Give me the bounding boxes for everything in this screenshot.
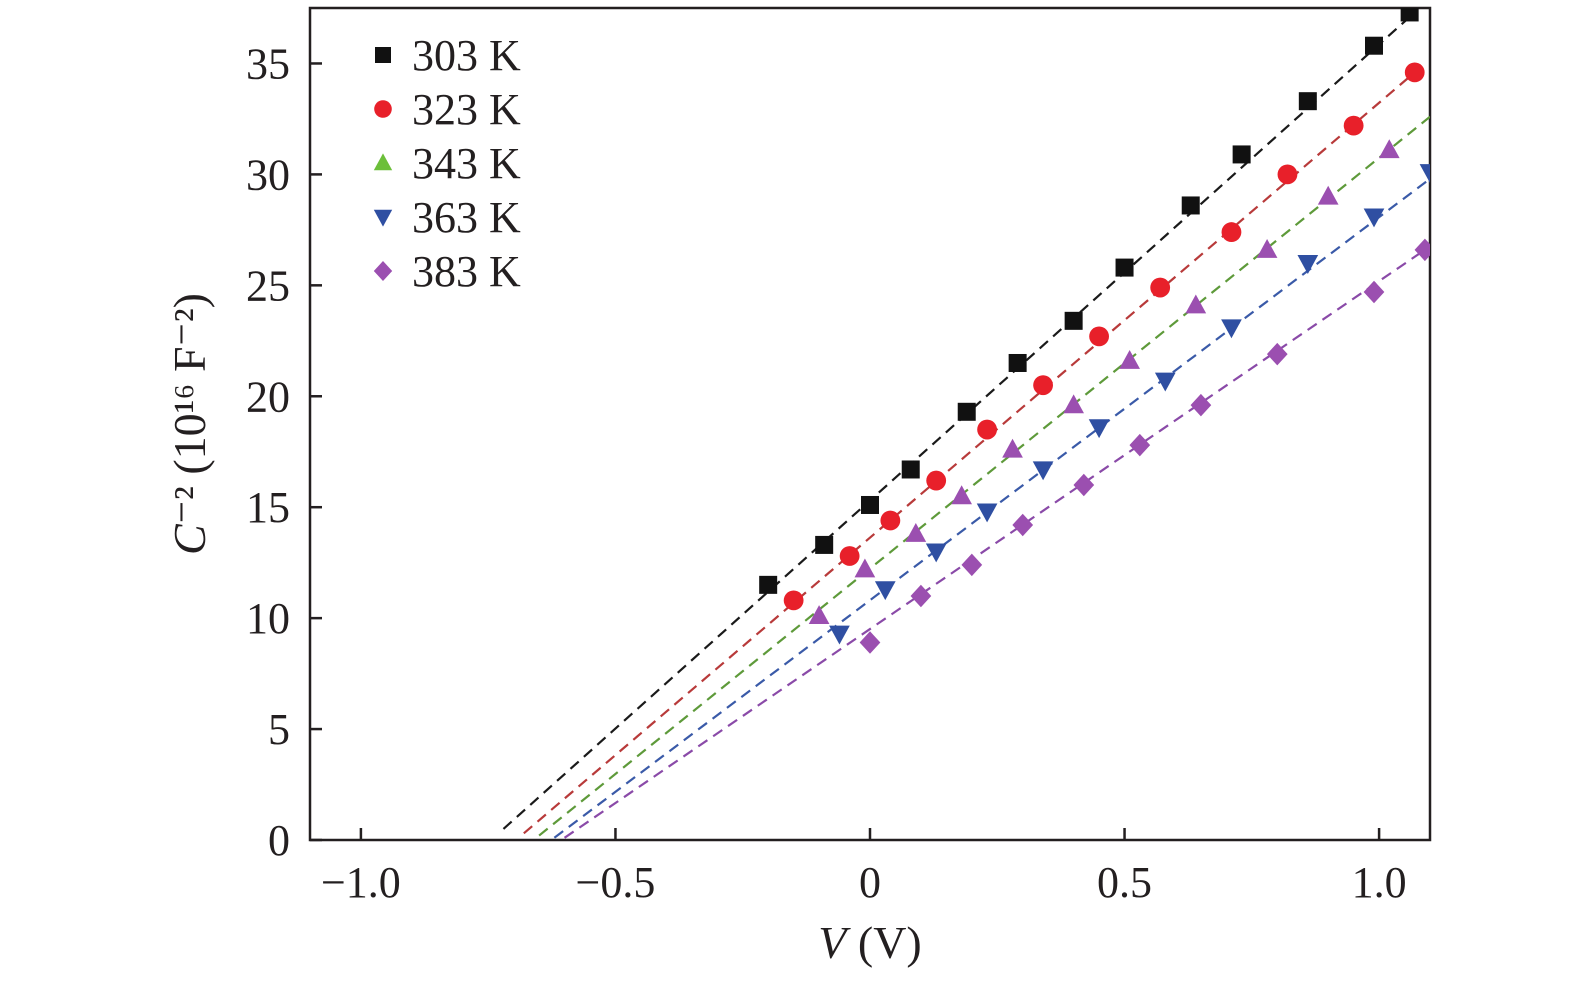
fit-line-343k <box>538 115 1430 837</box>
y-tick-label: 5 <box>268 705 290 754</box>
y-tick-label: 35 <box>246 39 290 88</box>
y-tick-label: 15 <box>246 483 290 532</box>
y-tick-label: 30 <box>246 150 290 199</box>
legend-marker-323k <box>374 100 392 118</box>
data-point-383k <box>961 553 983 577</box>
data-point-343k <box>1119 349 1140 369</box>
data-point-323k <box>1404 62 1425 83</box>
data-point-343k <box>905 523 927 542</box>
data-point-343k <box>1256 239 1278 258</box>
data-point-383k <box>1363 280 1385 304</box>
data-point-383k <box>910 584 932 608</box>
x-tick-label: −0.5 <box>576 858 656 907</box>
legend-label: 343 K <box>412 139 521 188</box>
data-point-363k <box>874 581 896 601</box>
data-markers <box>759 8 1430 654</box>
legend-marker-363k <box>373 209 393 227</box>
data-point-323k <box>1221 222 1242 242</box>
data-point-343k <box>808 605 830 625</box>
data-point-363k <box>1154 372 1176 392</box>
data-point-303k <box>1365 36 1383 55</box>
legend-marker-383k <box>373 261 393 281</box>
data-point-303k <box>1232 145 1251 164</box>
data-point-303k <box>759 575 778 594</box>
data-point-303k <box>1400 8 1419 22</box>
data-point-303k <box>1181 196 1200 215</box>
legend-label: 323 K <box>412 85 521 134</box>
data-point-303k <box>1008 353 1027 372</box>
data-point-383k <box>1414 238 1430 262</box>
data-point-363k <box>1088 419 1110 439</box>
data-point-363k <box>1221 319 1242 339</box>
y-tick-label: 0 <box>268 816 290 865</box>
data-point-343k <box>1378 139 1400 159</box>
data-point-323k <box>783 590 804 611</box>
data-point-363k <box>925 543 947 563</box>
data-point-323k <box>1277 164 1298 185</box>
data-point-383k <box>1073 473 1095 497</box>
data-point-363k <box>1363 208 1385 228</box>
fit-lines <box>502 11 1430 839</box>
fit-line-303k <box>502 11 1416 830</box>
fit-line-323k <box>523 71 1416 835</box>
data-point-343k <box>951 485 972 505</box>
data-point-323k <box>1150 277 1171 298</box>
data-point-363k <box>1419 164 1430 183</box>
data-point-363k <box>1032 461 1054 481</box>
fit-line-383k <box>563 248 1426 839</box>
data-point-303k <box>861 495 879 514</box>
y-tick-label: 20 <box>246 372 290 421</box>
data-point-363k <box>829 625 850 645</box>
x-tick-label: 0 <box>859 858 881 907</box>
x-tick-label: −1.0 <box>321 858 401 907</box>
x-axis-title: V (V) <box>818 917 921 968</box>
data-point-343k <box>1185 294 1207 314</box>
data-point-383k <box>1012 513 1034 537</box>
data-point-383k <box>1266 342 1288 366</box>
legend: 303 K 323 K 343 K 363 K 383 K <box>373 31 521 296</box>
y-tick-label: 10 <box>246 594 290 643</box>
data-point-303k <box>1298 92 1317 111</box>
data-point-323k <box>1033 375 1053 396</box>
legend-marker-343k <box>373 153 393 171</box>
x-tick-label: 1.0 <box>1352 858 1407 907</box>
y-axis-title: C⁻² (10¹⁶ F⁻²) <box>164 293 215 555</box>
data-point-363k <box>976 503 998 523</box>
data-point-323k <box>839 546 860 566</box>
data-point-383k <box>1129 433 1151 457</box>
data-point-303k <box>1115 258 1134 277</box>
x-axis: −1.0 −0.5 0 0.5 1.0 <box>321 828 1407 907</box>
data-point-303k <box>901 460 920 479</box>
data-point-343k <box>1063 394 1084 414</box>
data-point-343k <box>854 558 876 578</box>
data-point-303k <box>957 402 976 421</box>
legend-label: 383 K <box>412 247 521 296</box>
y-axis: 0 5 10 15 20 25 30 35 <box>246 39 322 865</box>
data-point-323k <box>977 419 997 440</box>
data-point-383k <box>859 631 881 654</box>
data-point-343k <box>1002 438 1023 458</box>
x-tick-label: 0.5 <box>1097 858 1152 907</box>
data-point-303k <box>815 535 834 554</box>
legend-marker-303k <box>375 47 391 63</box>
data-point-323k <box>880 510 901 531</box>
legend-label: 303 K <box>412 31 521 80</box>
data-point-323k <box>1089 326 1109 347</box>
legend-label: 363 K <box>412 193 521 242</box>
data-point-323k <box>926 470 947 491</box>
data-point-363k <box>1297 255 1319 274</box>
data-point-323k <box>1343 115 1364 136</box>
data-point-343k <box>1317 185 1339 205</box>
data-point-303k <box>1064 311 1083 330</box>
y-tick-label: 25 <box>246 261 290 310</box>
data-point-383k <box>1190 393 1212 417</box>
